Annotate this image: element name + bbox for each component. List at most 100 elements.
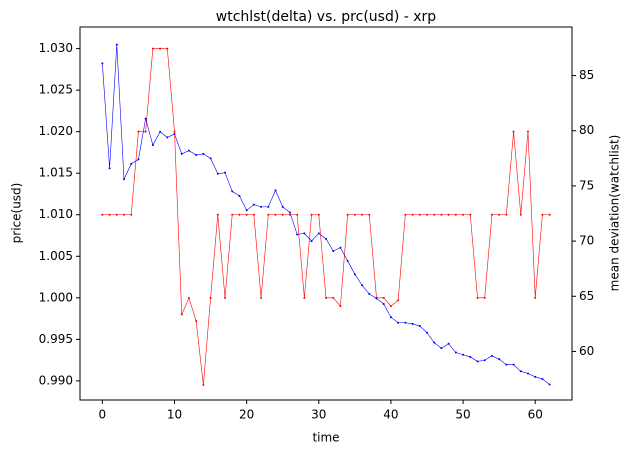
data-point — [498, 213, 501, 216]
data-point — [418, 213, 421, 216]
data-point — [498, 358, 501, 361]
plot-frame — [79, 26, 573, 401]
data-point — [440, 347, 443, 350]
data-point — [281, 205, 284, 208]
data-point — [534, 296, 537, 299]
data-point — [209, 296, 212, 299]
y-tick-label: 0.995 — [39, 332, 73, 346]
data-point — [526, 372, 529, 375]
data-point — [469, 355, 472, 358]
x-tick-label: 30 — [311, 408, 326, 422]
data-point — [245, 209, 248, 212]
data-point — [490, 213, 493, 216]
data-point — [526, 130, 529, 133]
data-point — [346, 259, 349, 262]
data-point — [159, 130, 162, 133]
data-point — [303, 296, 306, 299]
data-point — [447, 342, 450, 345]
x-tick-label: 60 — [528, 408, 543, 422]
data-point — [382, 296, 385, 299]
data-point — [361, 284, 364, 287]
data-point — [368, 293, 371, 296]
data-point — [490, 354, 493, 357]
y-tick-label: 1.010 — [39, 207, 73, 221]
data-point — [180, 152, 183, 155]
data-point — [397, 299, 400, 302]
data-point — [267, 205, 270, 208]
data-point — [115, 213, 118, 216]
data-point — [353, 273, 356, 276]
data-point — [216, 172, 219, 175]
data-point — [260, 205, 263, 208]
data-point — [202, 152, 205, 155]
data-point — [541, 213, 544, 216]
data-point — [137, 158, 140, 161]
data-point — [469, 213, 472, 216]
data-point — [534, 375, 537, 378]
data-point — [483, 296, 486, 299]
data-point — [159, 47, 162, 50]
y-tick-label: 1.030 — [39, 41, 73, 55]
data-point — [462, 353, 465, 356]
series-line — [102, 48, 550, 386]
data-point — [151, 144, 154, 147]
y-tick-label: 1.020 — [39, 124, 73, 138]
data-point — [332, 296, 335, 299]
data-point — [195, 154, 198, 157]
data-point — [346, 213, 349, 216]
data-point — [462, 213, 465, 216]
data-point — [433, 213, 436, 216]
data-point — [180, 313, 183, 316]
data-point — [382, 302, 385, 305]
x-tick-label: 10 — [167, 408, 182, 422]
data-point — [187, 149, 190, 152]
y2-tick-label: 80 — [579, 123, 594, 137]
data-point — [512, 130, 515, 133]
data-point — [454, 351, 457, 354]
data-point — [187, 296, 190, 299]
data-point — [202, 384, 205, 387]
data-point — [425, 213, 428, 216]
y-tick-label: 1.005 — [39, 249, 73, 263]
data-point — [404, 321, 407, 324]
y-tick-label: 1.025 — [39, 83, 73, 97]
data-point — [325, 296, 327, 299]
data-point — [123, 213, 126, 216]
data-point — [548, 383, 551, 386]
data-point — [332, 250, 335, 253]
data-point — [411, 213, 414, 216]
data-point — [238, 213, 241, 216]
data-point — [512, 363, 515, 366]
data-point — [252, 203, 255, 206]
y2-tick-label: 75 — [579, 178, 594, 192]
data-point — [325, 237, 327, 240]
data-point — [548, 213, 551, 216]
data-point — [115, 43, 118, 46]
data-point — [447, 213, 450, 216]
data-point — [339, 305, 342, 308]
data-point — [216, 213, 219, 216]
data-point — [108, 167, 111, 170]
data-point — [260, 296, 263, 299]
data-point — [404, 213, 407, 216]
data-point — [440, 213, 443, 216]
chart-title: wtchlst(delta) vs. prc(usd) - xrp — [216, 9, 436, 25]
x-tick-label: 0 — [99, 408, 107, 422]
data-point — [173, 130, 176, 133]
data-point — [151, 47, 154, 50]
data-point — [317, 232, 320, 235]
y-tick-label: 1.000 — [39, 290, 73, 304]
data-point — [209, 157, 212, 160]
data-point — [252, 213, 255, 216]
data-point — [144, 130, 147, 133]
data-point — [483, 359, 486, 362]
y2-axis-label: mean deviation(watchlist) — [608, 135, 622, 292]
data-point — [130, 162, 133, 165]
data-point — [144, 117, 147, 120]
data-point — [166, 47, 169, 50]
data-point — [101, 213, 104, 216]
data-point — [137, 130, 140, 133]
data-point — [519, 213, 522, 216]
x-tick-label: 20 — [239, 408, 254, 422]
data-point — [166, 136, 169, 139]
